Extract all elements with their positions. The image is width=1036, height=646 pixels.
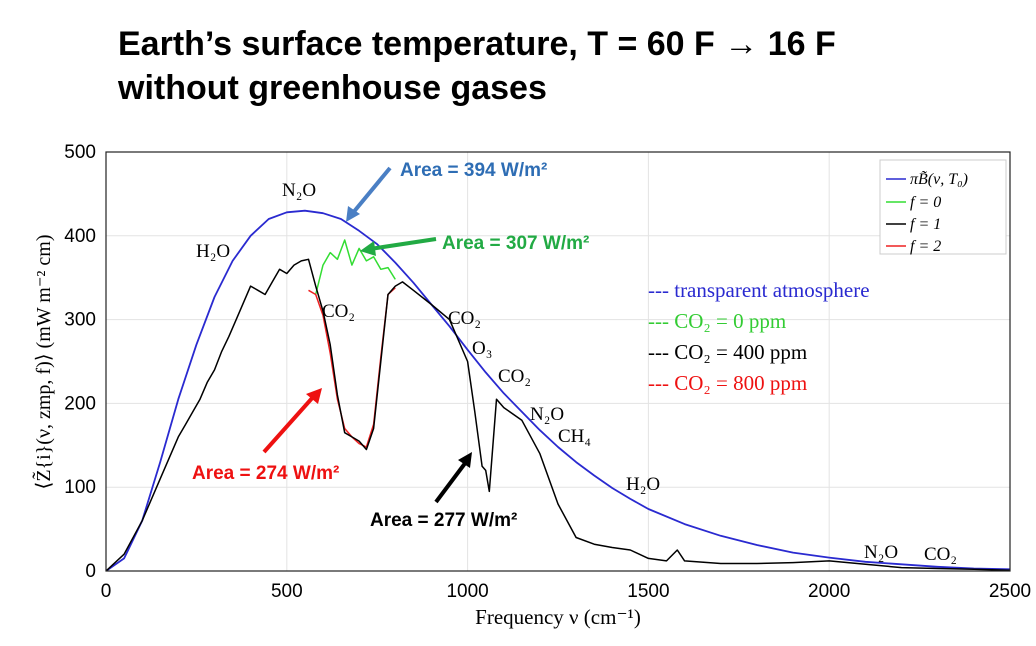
- x-tick-label: 0: [101, 581, 112, 602]
- area-label-f0: Area = 307 W/m²: [442, 233, 589, 254]
- legend-label-1: f = 0: [910, 194, 941, 211]
- series-line-2: [106, 258, 1010, 571]
- area-annotations: Area = 394 W/m² Area = 307 W/m² Area = 2…: [192, 160, 589, 531]
- arrows: [262, 166, 472, 504]
- series-line-0: [106, 209, 1010, 571]
- y-axis-label: ⟨Z̃{i}(ν, zmp, f)⟩ (mW m⁻² cm): [31, 235, 55, 490]
- gas-label-n2o-top: N₂O: [282, 180, 316, 201]
- arrow-blackbody: [350, 166, 392, 216]
- x-tick-label: 2000: [808, 581, 850, 602]
- plot-area: [106, 152, 1010, 571]
- x-tick-label: 2500: [989, 581, 1031, 602]
- dashed-legend-transparent: --- transparent atmosphere: [648, 278, 870, 302]
- series-line-1: [314, 239, 396, 295]
- legend: πB̃(ν, T₀) f = 0 f = 1 f = 2: [879, 159, 1007, 255]
- y-tick-label: 500: [64, 142, 96, 163]
- title-line-1: Earth’s surface temperature, T = 60 F → …: [118, 25, 836, 63]
- dashed-legend-co2-400: --- CO₂ = 400 ppm: [648, 340, 807, 364]
- gas-label-h2o-right: H₂O: [626, 474, 660, 495]
- x-tick-label: 1000: [446, 581, 488, 602]
- area-label-blackbody: Area = 394 W/m²: [400, 160, 547, 181]
- slide-title: Earth’s surface temperature, T = 60 F → …: [118, 22, 1018, 110]
- y-tick-label: 100: [64, 477, 96, 498]
- arrow-f2: [262, 394, 316, 454]
- y-tick-label: 400: [64, 226, 96, 247]
- gas-label-co2-band: CO₂: [322, 301, 355, 322]
- area-label-f2: Area = 274 W/m²: [192, 463, 339, 484]
- plot-frame: [105, 151, 1011, 572]
- gas-label-n2o-mid: N₂O: [530, 404, 564, 425]
- arrow-f1: [434, 460, 468, 504]
- arrow-f0: [369, 237, 437, 251]
- legend-box: [879, 159, 1007, 255]
- arrow-f1-head: [458, 452, 472, 468]
- y-tick-label: 0: [85, 561, 96, 582]
- gas-label-n2o-far: N₂O: [864, 542, 898, 563]
- dashed-legend-co2-0: --- CO₂ = 0 ppm: [648, 309, 786, 333]
- gas-label-co2-right: CO₂: [448, 308, 481, 329]
- arrow-f0-head: [360, 241, 376, 256]
- gas-label-h2o-left: H₂O: [196, 241, 230, 262]
- arrow-blackbody-head: [346, 206, 360, 222]
- y-tick-label: 200: [64, 393, 96, 414]
- gas-label-o3: O₃: [472, 338, 492, 359]
- x-tick-label: 1500: [627, 581, 669, 602]
- gas-labels: N₂O H₂O CO₂ CO₂ O₃ CO₂ N₂O CH₄ H₂O N₂O C…: [196, 180, 957, 565]
- dashed-legend-co2-800: --- CO₂ = 800 ppm: [648, 371, 807, 395]
- arrow-f2-head: [306, 388, 322, 404]
- series-group: [106, 209, 1010, 571]
- gas-label-ch4: CH₄: [558, 426, 591, 447]
- legend-label-0: πB̃(ν, T₀): [910, 170, 968, 188]
- gas-label-co2-far: CO₂: [924, 544, 957, 565]
- y-tick-label: 300: [64, 310, 96, 331]
- legend-label-3: f = 2: [910, 238, 941, 255]
- dashed-legend: --- transparent atmosphere --- CO₂ = 0 p…: [648, 278, 870, 395]
- tick-labels: 0 500 1000 1500 2000 2500 0 100 200 300 400 500: [64, 142, 1031, 602]
- gas-label-co2-lower: CO₂: [498, 366, 531, 387]
- x-tick-label: 500: [271, 581, 303, 602]
- legend-label-2: f = 1: [910, 216, 941, 233]
- title-line-2: without greenhouse gases: [118, 69, 547, 107]
- area-label-f1: Area = 277 W/m²: [370, 510, 517, 531]
- x-axis-label: Frequency ν (cm⁻¹): [475, 605, 641, 629]
